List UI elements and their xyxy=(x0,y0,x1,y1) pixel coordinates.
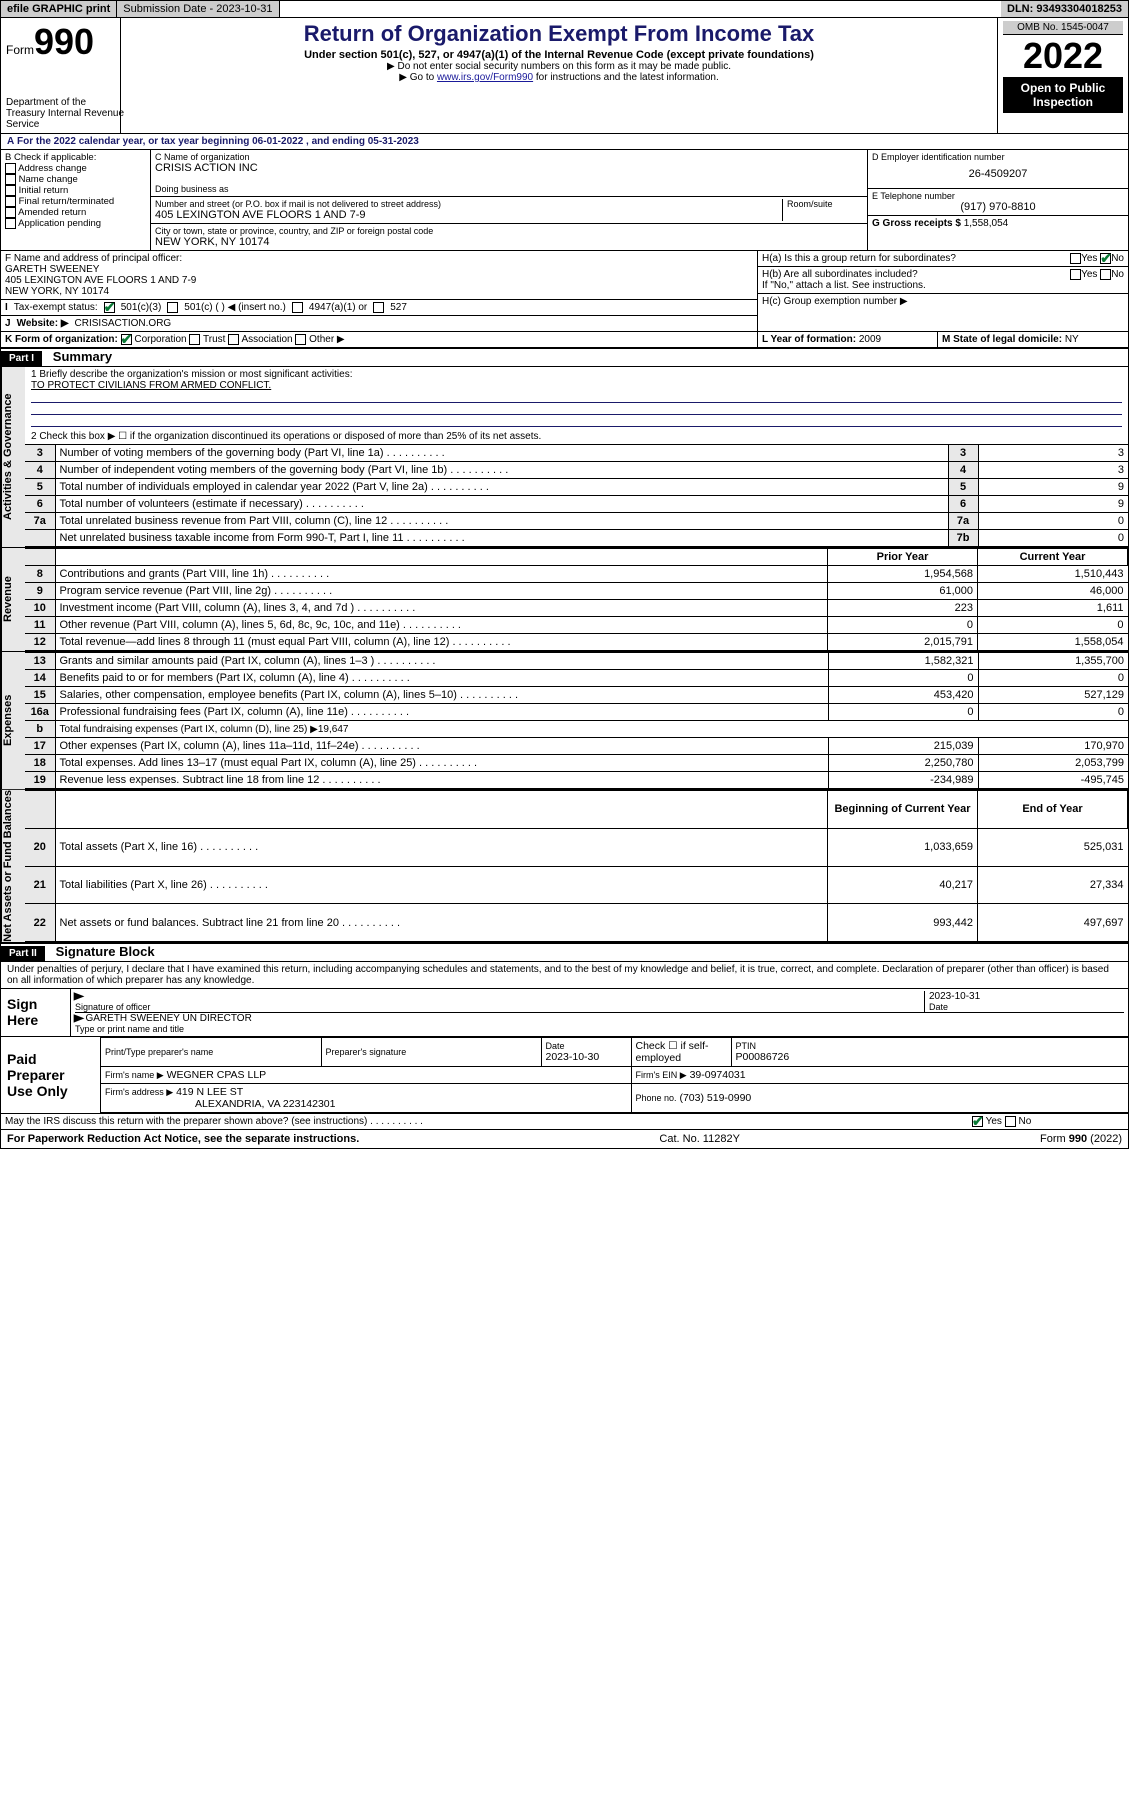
section-j-website: J Website: ▶ CRISISACTION.ORG xyxy=(1,316,757,331)
vlabel-governance: Activities & Governance xyxy=(1,367,25,547)
netassets-table: Beginning of Current YearEnd of Year20To… xyxy=(25,790,1128,942)
discuss-yes-checkbox[interactable] xyxy=(972,1116,983,1127)
part2-header: Part II Signature Block xyxy=(1,943,1128,962)
governance-table: 3Number of voting members of the governi… xyxy=(25,444,1128,547)
discuss-no-checkbox[interactable] xyxy=(1005,1116,1016,1127)
efile-print-button[interactable]: efile GRAPHIC print xyxy=(1,1,117,17)
form-title-cell: Return of Organization Exempt From Incom… xyxy=(121,18,998,133)
expenses-table: 13Grants and similar amounts paid (Part … xyxy=(25,652,1128,789)
page-footer: For Paperwork Reduction Act Notice, see … xyxy=(1,1130,1128,1148)
501c-checkbox[interactable] xyxy=(167,302,178,313)
irs-link[interactable]: www.irs.gov/Form990 xyxy=(437,72,533,83)
vlabel-netassets: Net Assets or Fund Balances xyxy=(1,790,25,942)
ptin-value: P00086726 xyxy=(736,1051,1125,1063)
section-hc: H(c) Group exemption number ▶ xyxy=(758,294,1128,309)
form-note-2: ▶ Go to www.irs.gov/Form990 for instruct… xyxy=(126,72,992,83)
org-city: NEW YORK, NY 10174 xyxy=(155,236,863,248)
section-c-org-info: C Name of organization CRISIS ACTION INC… xyxy=(151,150,868,250)
form-number-cell: Form990 Department of the Treasury Inter… xyxy=(1,18,121,133)
paid-preparer-block: Paid Preparer Use Only Print/Type prepar… xyxy=(1,1037,1128,1114)
year-cell: OMB No. 1545-0047 2022 Open to Public In… xyxy=(998,18,1128,133)
trust-checkbox[interactable] xyxy=(189,334,200,345)
ein-value: 26-4509207 xyxy=(872,162,1124,186)
form-header: Form990 Department of the Treasury Inter… xyxy=(1,18,1128,134)
final-return-checkbox[interactable] xyxy=(5,196,16,207)
section-i-tax-status: I Tax-exempt status: 501(c)(3) 501(c) ( … xyxy=(1,300,757,316)
website-value: CRISISACTION.ORG xyxy=(75,318,172,329)
4947-checkbox[interactable] xyxy=(292,302,303,313)
amended-return-checkbox[interactable] xyxy=(5,207,16,218)
firm-phone: (703) 519-0990 xyxy=(679,1092,751,1104)
prep-date: 2023-10-30 xyxy=(546,1051,627,1063)
firm-name: WEGNER CPAS LLP xyxy=(167,1069,267,1081)
dept-label: Department of the Treasury Internal Reve… xyxy=(6,97,126,130)
app-pending-checkbox[interactable] xyxy=(5,218,16,229)
org-name: CRISIS ACTION INC xyxy=(155,162,863,174)
arrow-icon: ▶ xyxy=(74,991,84,1002)
section-f-h: F Name and address of principal officer:… xyxy=(1,251,1128,332)
form-title: Return of Organization Exempt From Incom… xyxy=(126,21,992,47)
corp-checkbox[interactable] xyxy=(121,334,132,345)
firm-addr2: ALEXANDRIA, VA 223142301 xyxy=(105,1098,627,1110)
org-street: 405 LEXINGTON AVE FLOORS 1 AND 7-9 xyxy=(155,209,778,221)
domicile-state: NY xyxy=(1065,334,1079,345)
line-2: 2 Check this box ▶ ☐ if the organization… xyxy=(25,429,1128,444)
527-checkbox[interactable] xyxy=(373,302,384,313)
form-label: Form xyxy=(6,43,34,57)
gross-receipts: 1,558,054 xyxy=(964,218,1009,229)
name-change-checkbox[interactable] xyxy=(5,174,16,185)
top-toolbar: efile GRAPHIC print Submission Date - 20… xyxy=(1,1,1128,18)
ha-no-checkbox[interactable] xyxy=(1100,253,1111,264)
vlabel-revenue: Revenue xyxy=(1,548,25,651)
part1-netassets: Net Assets or Fund Balances Beginning of… xyxy=(1,790,1128,943)
hb-no-checkbox[interactable] xyxy=(1100,269,1111,280)
year-formation: 2009 xyxy=(859,334,881,345)
revenue-table: Prior YearCurrent Year8Contributions and… xyxy=(25,548,1128,651)
phone-value: (917) 970-8810 xyxy=(872,201,1124,213)
ha-yes-checkbox[interactable] xyxy=(1070,253,1081,264)
addr-change-checkbox[interactable] xyxy=(5,163,16,174)
form-subtitle: Under section 501(c), 527, or 4947(a)(1)… xyxy=(126,49,992,61)
part1-revenue: Revenue Prior YearCurrent Year8Contribut… xyxy=(1,548,1128,652)
arrow-icon: ▶ xyxy=(74,1013,84,1024)
mission-brief: TO PROTECT CIVILIANS FROM ARMED CONFLICT… xyxy=(31,380,1122,391)
501c3-checkbox[interactable] xyxy=(104,302,115,313)
tax-year: 2022 xyxy=(1003,35,1123,77)
form-990-page: efile GRAPHIC print Submission Date - 20… xyxy=(0,0,1129,1149)
omb-number: OMB No. 1545-0047 xyxy=(1003,21,1123,35)
section-d-e-g: D Employer identification number 26-4509… xyxy=(868,150,1128,250)
section-ha: H(a) Is this a group return for subordin… xyxy=(758,251,1128,267)
other-checkbox[interactable] xyxy=(295,334,306,345)
hb-yes-checkbox[interactable] xyxy=(1070,269,1081,280)
submission-date: Submission Date - 2023-10-31 xyxy=(117,1,279,17)
discuss-row: May the IRS discuss this return with the… xyxy=(1,1114,1128,1130)
section-hb: H(b) Are all subordinates included? Yes … xyxy=(758,267,1128,294)
signature-date: 2023-10-31 xyxy=(929,991,1124,1002)
section-b-c-d: B Check if applicable: Address change Na… xyxy=(1,150,1128,251)
section-f-officer: F Name and address of principal officer:… xyxy=(1,251,757,300)
officer-name: GARETH SWEENEY xyxy=(5,264,753,275)
form-note-1: ▶ Do not enter social security numbers o… xyxy=(126,61,992,72)
dln-label: DLN: 93493304018253 xyxy=(1001,1,1128,17)
firm-ein: 39-0974031 xyxy=(690,1069,746,1081)
form-number: 990 xyxy=(34,21,94,62)
vlabel-expenses: Expenses xyxy=(1,652,25,789)
section-k-l-m: K Form of organization: Corporation Trus… xyxy=(1,332,1128,348)
firm-addr1: 419 N LEE ST xyxy=(176,1086,243,1098)
part1-governance: Activities & Governance 1 Briefly descri… xyxy=(1,367,1128,548)
section-b-checkboxes: B Check if applicable: Address change Na… xyxy=(1,150,151,250)
sign-here-block: Sign Here ▶ Signature of officer 2023-10… xyxy=(1,989,1128,1037)
section-a-tax-year: A For the 2022 calendar year, or tax yea… xyxy=(1,134,1128,150)
part1-expenses: Expenses 13Grants and similar amounts pa… xyxy=(1,652,1128,790)
initial-return-checkbox[interactable] xyxy=(5,185,16,196)
perjury-declaration: Under penalties of perjury, I declare th… xyxy=(1,962,1128,989)
officer-printed-name: GARETH SWEENEY UN DIRECTOR xyxy=(85,1013,251,1024)
open-public-label: Open to Public Inspection xyxy=(1003,77,1123,113)
assoc-checkbox[interactable] xyxy=(228,334,239,345)
part1-header: Part I Summary xyxy=(1,348,1128,367)
